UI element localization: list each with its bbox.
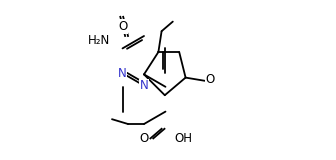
Text: OH: OH [174, 132, 193, 145]
Text: N: N [140, 79, 149, 92]
Text: O: O [119, 20, 128, 33]
Text: O: O [206, 73, 215, 86]
Text: O: O [139, 132, 149, 145]
Text: H₂N: H₂N [88, 34, 111, 47]
Text: N: N [118, 67, 127, 80]
